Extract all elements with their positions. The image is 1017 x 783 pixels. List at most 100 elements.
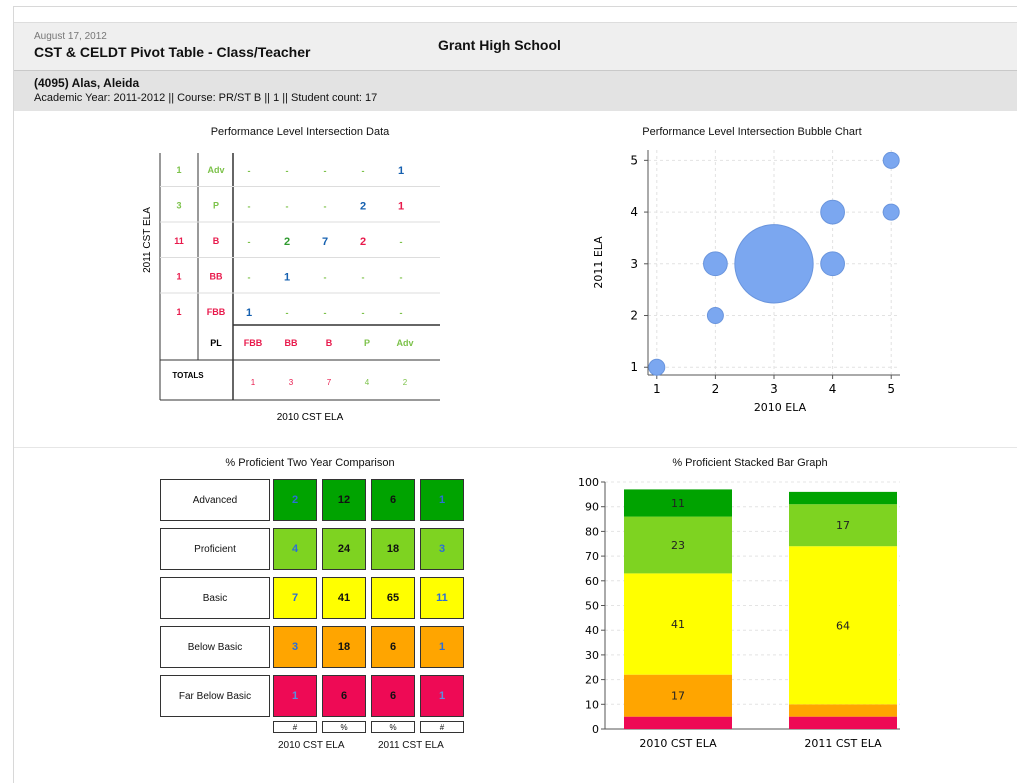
bar-segment: [789, 716, 897, 729]
pivot-cell: 2: [360, 236, 366, 248]
pct-footer-label: 2011 CST ELA: [378, 740, 444, 751]
pivot-row-level: FBB: [207, 307, 226, 317]
bubble-point: [882, 203, 900, 221]
bubble-point: [882, 151, 900, 169]
pivot-cell: -: [324, 166, 327, 176]
y-tick-label: 20: [585, 674, 599, 687]
pct-cell: 18: [371, 528, 415, 570]
pivot-col-total: 1: [251, 378, 256, 387]
school-name: Grant High School: [438, 37, 561, 53]
pivot-cell: -: [248, 272, 251, 282]
pivot-row-level: BB: [210, 271, 223, 281]
pct-cell: 3: [273, 626, 317, 668]
x-tick-label: 3: [770, 382, 778, 396]
y-tick-label: 0: [592, 723, 599, 736]
pct-cell: 1: [420, 479, 464, 521]
y-tick-label: 2: [630, 309, 638, 323]
pivot-cell: 1: [398, 165, 404, 177]
pct-row-label: Far Below Basic: [160, 675, 270, 717]
pivot-col-level: B: [326, 338, 333, 348]
bubble-point: [648, 358, 666, 376]
pivot-row-level: Adv: [207, 165, 224, 175]
pivot-cell: -: [362, 166, 365, 176]
pivot-row-level: P: [213, 200, 219, 210]
bar-data-label: 23: [671, 539, 685, 552]
pct-subheader: #: [273, 721, 317, 733]
y-tick-label: 5: [630, 153, 638, 167]
pct-cell: 6: [371, 626, 415, 668]
pivot-cell: -: [286, 201, 289, 211]
pivot-row-count: 1: [176, 307, 181, 317]
pivot-cell: 2: [284, 236, 290, 248]
pivot-x-label: 2010 CST ELA: [277, 412, 344, 423]
pivot-cell: 1: [398, 200, 404, 212]
pct-cell: 65: [371, 577, 415, 619]
bubble-chart: 1 2 3 4 5 1 2 3 4 5 2010 ELA 2011 ELA: [592, 150, 900, 414]
y-tick-label: 40: [585, 624, 599, 637]
pivot-row-count: 3: [176, 200, 181, 210]
pct-cell: 12: [322, 479, 366, 521]
pct-cell: 2: [273, 479, 317, 521]
pivot-col-level: Adv: [396, 338, 413, 348]
pct-cell: 24: [322, 528, 366, 570]
pivot-y-label: 2011 CST ELA: [142, 207, 153, 273]
pivot-cell: 2: [360, 200, 366, 212]
pivot-row-level: B: [213, 236, 220, 246]
pct-subheader: %: [322, 721, 366, 733]
pct-cell: 6: [371, 675, 415, 717]
bar-data-label: 17: [836, 519, 850, 532]
pivot-pl-label: PL: [210, 338, 222, 348]
bar-segment: [624, 516, 732, 574]
bar-segment: [789, 491, 897, 505]
course-meta: Academic Year: 2011-2012 || Course: PR/S…: [34, 92, 378, 104]
pivot-col-level: FBB: [244, 338, 263, 348]
pct-proficient-table: Advanced 2 12 6 1 Proficient 4 24 18 3 Basic 7 41 65 1…: [160, 479, 464, 779]
pivot-totals-label: TOTALS: [172, 371, 204, 380]
bar-segment: [624, 573, 732, 675]
pct-cell: 4: [273, 528, 317, 570]
bar-segment: [789, 546, 897, 705]
bubble-chart-title: Performance Level Intersection Bubble Ch…: [642, 126, 862, 138]
y-tick-label: 70: [585, 550, 599, 563]
pct-cell: 1: [420, 626, 464, 668]
pct-cell: 6: [322, 675, 366, 717]
report-title: CST & CELDT Pivot Table - Class/Teacher: [34, 44, 311, 60]
bar-data-label: 11: [671, 497, 685, 510]
y-tick-label: 80: [585, 525, 599, 538]
bar-segment: [789, 704, 897, 717]
bubble-point: [820, 199, 845, 225]
pivot-cell: -: [286, 308, 289, 318]
y-tick-label: 3: [630, 257, 638, 271]
pivot-cell: -: [286, 166, 289, 176]
pivot-cell: -: [400, 272, 403, 282]
pct-cell: 1: [273, 675, 317, 717]
pivot-cell: -: [324, 308, 327, 318]
y-tick-label: 1: [630, 360, 638, 374]
pivot-col-total: 2: [403, 378, 408, 387]
x-tick-label: 5: [887, 382, 895, 396]
bar-segment: [624, 674, 732, 717]
pivot-col-level: P: [364, 338, 370, 348]
bubble-point: [820, 251, 845, 277]
teacher-header: (4095) Alas, Aleida Academic Year: 2011-…: [14, 70, 1017, 111]
bar-data-label: 41: [671, 618, 685, 631]
x-tick-label: 2: [712, 382, 720, 396]
pivot-cell: -: [324, 201, 327, 211]
pct-cell: 11: [420, 577, 464, 619]
pivot-cell: -: [248, 237, 251, 247]
pct-row-label: Advanced: [160, 479, 270, 521]
pivot-cell: -: [324, 272, 327, 282]
x-tick-label: 2011 CST ELA: [804, 737, 882, 750]
y-tick-label: 30: [585, 649, 599, 662]
pct-cell: 41: [322, 577, 366, 619]
pivot-cell: -: [362, 308, 365, 318]
pivot-col-level: BB: [285, 338, 298, 348]
y-tick-label: 100: [578, 476, 599, 489]
pivot-col-total: 7: [327, 378, 332, 387]
pct-subheader: %: [371, 721, 415, 733]
pct-cell: 3: [420, 528, 464, 570]
pct-subheader: #: [420, 721, 464, 733]
pivot-cell: 1: [246, 307, 252, 319]
report-header: August 17, 2012 CST & CELDT Pivot Table …: [14, 22, 1017, 73]
pct-cell: 18: [322, 626, 366, 668]
